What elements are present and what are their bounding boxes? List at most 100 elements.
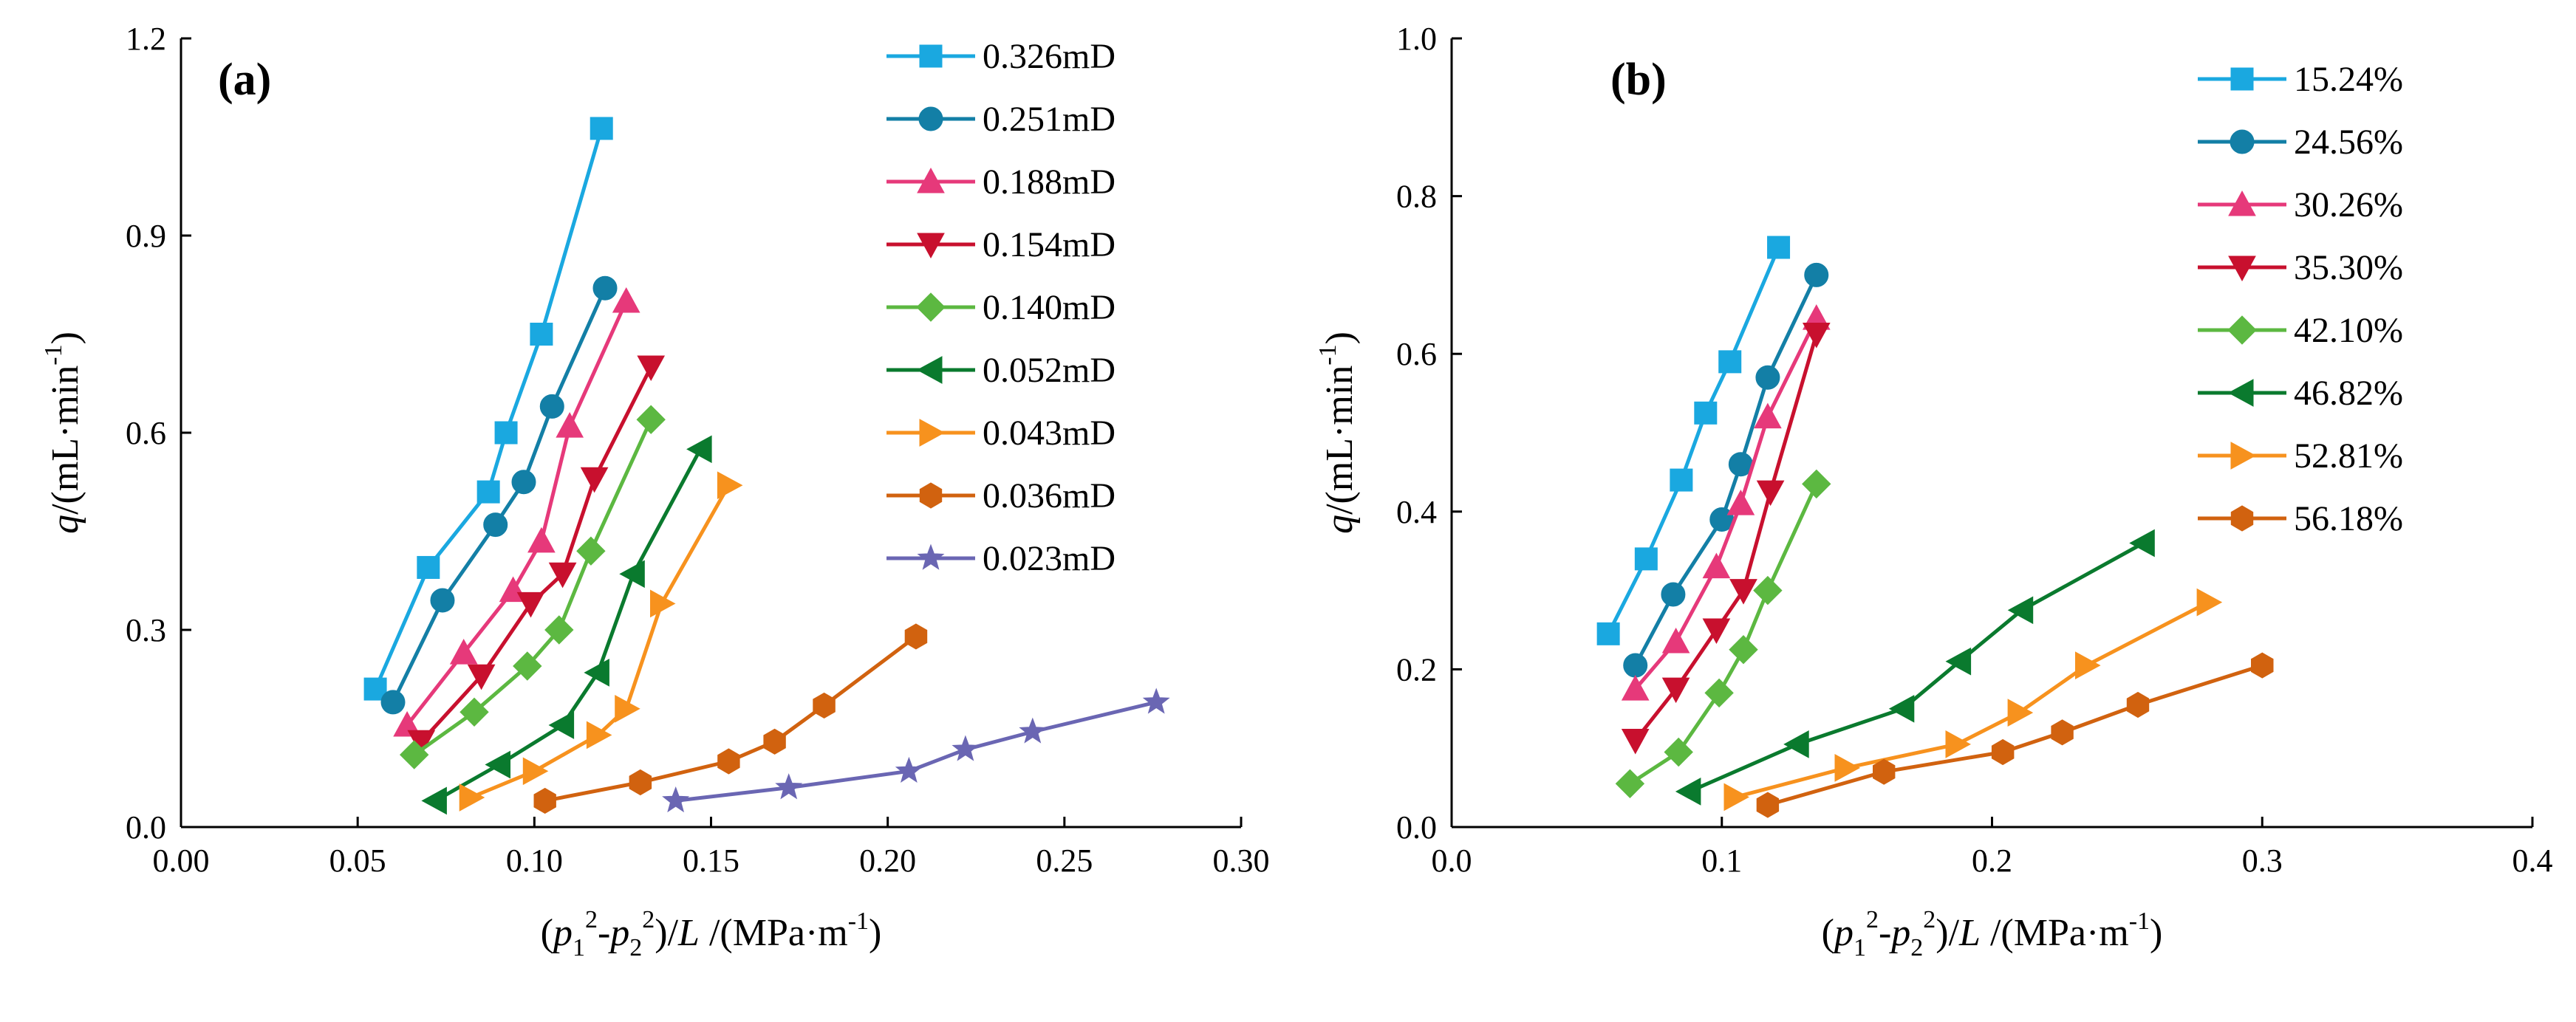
series-0.052mD: [421, 435, 712, 815]
legend-entry: 35.30%: [2198, 248, 2403, 287]
data-point: [1621, 675, 1650, 701]
data-point: [1802, 323, 1831, 349]
legend-label: 46.82%: [2294, 374, 2403, 413]
legend-entry: 42.10%: [2198, 311, 2403, 350]
data-point: [530, 323, 553, 346]
x-axis-label: (p12-p22)/L /(MPa·m-1): [1822, 906, 2163, 961]
legend-label: 0.154mD: [983, 225, 1116, 264]
data-point: [516, 591, 545, 618]
legend-marker: [2227, 315, 2257, 345]
legend: 15.24% 24.56% 30.26% 35.30% 42.10% 46.82% 52.8…: [2198, 60, 2403, 538]
data-point: [1661, 677, 1690, 704]
panel-label: (b): [1610, 55, 1667, 105]
legend-marker: [2228, 256, 2256, 282]
data-point: [1754, 402, 1782, 429]
data-point: [1661, 582, 1686, 607]
data-point: [2251, 652, 2274, 679]
data-point: [586, 721, 612, 750]
data-point: [1615, 769, 1645, 799]
series-46.82%: [1675, 529, 2155, 806]
data-point: [1802, 469, 1831, 499]
series-line: [434, 448, 703, 803]
legend-label: 30.26%: [2294, 185, 2403, 224]
data-point: [399, 740, 429, 769]
data-point: [813, 692, 836, 719]
legend-entry: 0.140mD: [886, 288, 1116, 327]
data-point: [636, 405, 666, 434]
data-point: [763, 728, 786, 755]
x-tick-label: 0.3: [2242, 843, 2283, 879]
x-tick-label: 0.1: [1701, 843, 1742, 879]
panel-label: (a): [218, 55, 271, 105]
legend-marker: [917, 233, 945, 259]
x-tick-label: 0.15: [683, 843, 739, 879]
legend-entry: 24.56%: [2198, 123, 2403, 162]
series-0.023mD: [662, 687, 1170, 813]
data-point: [393, 710, 421, 737]
data-point: [544, 615, 574, 645]
data-point: [511, 470, 536, 495]
data-point: [1755, 365, 1780, 390]
legend-marker: [2230, 442, 2257, 470]
legend-marker: [916, 356, 943, 384]
series-0.036mD: [533, 623, 928, 814]
legend-marker: [2230, 505, 2254, 532]
legend-entry: 0.154mD: [886, 225, 1116, 264]
y-tick-label: 0.3: [126, 612, 166, 648]
data-point: [548, 562, 577, 589]
legend-marker: [919, 482, 943, 509]
data-point: [2196, 588, 2223, 617]
data-point: [1596, 622, 1620, 645]
data-point: [1670, 468, 1693, 492]
legend-entry: 0.251mD: [886, 100, 1116, 139]
data-point: [1729, 579, 1757, 605]
data-point: [1756, 792, 1780, 818]
data-point: [1873, 758, 1896, 785]
data-point: [1834, 754, 1861, 782]
legend-entry: 0.023mD: [886, 539, 1116, 578]
data-point: [650, 589, 676, 618]
legend-marker: [917, 167, 945, 193]
series-line: [675, 700, 1157, 803]
series-line: [391, 287, 607, 703]
x-tick-label: 0.30: [1213, 843, 1270, 879]
data-point: [590, 117, 613, 140]
x-tick-label: 0.10: [506, 843, 563, 879]
series-line: [413, 419, 653, 757]
series-line: [1688, 541, 2145, 794]
data-point: [1704, 678, 1734, 708]
data-point: [584, 659, 609, 687]
series-line: [544, 634, 918, 803]
legend-entry: 0.036mD: [886, 476, 1116, 515]
series-35.30%: [1621, 323, 1831, 755]
legend-marker: [2230, 67, 2254, 91]
data-point: [1621, 729, 1650, 755]
data-point: [1664, 737, 1693, 767]
data-point: [686, 435, 712, 464]
data-point: [2126, 691, 2150, 719]
legend-marker: [918, 106, 943, 131]
y-tick-label: 1.0: [1396, 21, 1437, 57]
data-point: [417, 555, 440, 579]
legend-label: 0.140mD: [983, 288, 1116, 327]
data-point: [539, 394, 564, 419]
data-point: [522, 757, 549, 786]
data-point: [459, 783, 485, 812]
x-tick-label: 0.2: [1972, 843, 2012, 879]
legend-marker: [916, 292, 946, 322]
x-axis-label: (p12-p22)/L /(MPa·m-1): [541, 906, 882, 961]
data-point: [904, 623, 928, 650]
data-point: [1753, 575, 1783, 606]
data-point: [476, 480, 500, 504]
legend-marker: [2228, 190, 2256, 216]
legend-entry: 30.26%: [2198, 185, 2403, 224]
data-point: [775, 773, 803, 800]
series-line: [420, 366, 653, 743]
data-point: [2051, 719, 2074, 746]
legend-marker: [2230, 129, 2255, 154]
data-point: [2007, 699, 2034, 727]
data-point: [592, 275, 618, 301]
data-point: [449, 639, 478, 665]
series-line: [373, 128, 604, 690]
